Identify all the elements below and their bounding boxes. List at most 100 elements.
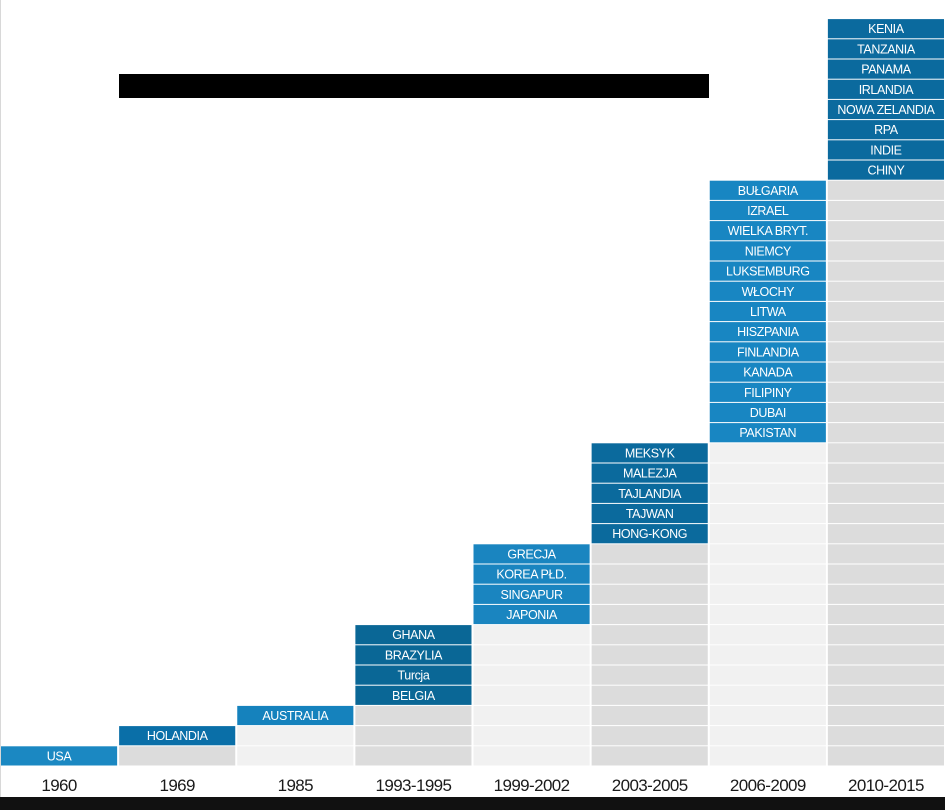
- fill-cell: [591, 645, 708, 665]
- fill-cell: [709, 443, 826, 463]
- fill-cell: [827, 423, 944, 443]
- country-cell: IZRAEL: [709, 200, 826, 221]
- country-cell: USA: [1, 746, 118, 766]
- country-cell-box: [709, 301, 826, 322]
- country-cell-box: [827, 19, 944, 39]
- country-cell: BUŁGARIA: [709, 180, 826, 200]
- fill-cell: [827, 180, 944, 200]
- fill-cell: [709, 645, 826, 665]
- country-label: LUKSEMBURG: [726, 265, 810, 279]
- country-cell-box: [827, 39, 944, 59]
- country-cell-box: [827, 59, 944, 79]
- fill-cell: [355, 705, 472, 726]
- country-cell: BRAZYLIA: [355, 645, 472, 665]
- country-cell: SINGAPUR: [473, 584, 590, 604]
- country-cell: FINLANDIA: [709, 342, 826, 362]
- country-label: IRLANDIA: [859, 83, 915, 97]
- country-label: PANAMA: [861, 63, 912, 77]
- fill-cell: [709, 503, 826, 524]
- country-cell-box: [827, 79, 944, 99]
- country-cell: GHANA: [355, 625, 472, 645]
- country-cell-box: [473, 604, 590, 625]
- country-cell-box: [355, 685, 472, 705]
- fill-cell: [709, 625, 826, 645]
- country-label: MEKSYK: [625, 446, 676, 460]
- fill-cell: [827, 322, 944, 342]
- country-cell: INDIE: [827, 140, 944, 160]
- country-label: BUŁGARIA: [738, 184, 799, 198]
- fill-cell: [827, 342, 944, 362]
- country-label: PAKISTAN: [739, 426, 796, 440]
- country-cell: LITWA: [709, 301, 826, 322]
- fill-cell: [591, 564, 708, 584]
- country-label: AUSTRALIA: [262, 709, 329, 723]
- fill-cell: [237, 746, 354, 766]
- country-cell: NOWA ZELANDIA: [827, 99, 944, 120]
- country-cell: HOLANDIA: [119, 726, 236, 746]
- country-cell: TAJWAN: [591, 503, 708, 524]
- fill-cell: [827, 726, 944, 746]
- x-tick-label: 1985: [278, 776, 314, 795]
- country-label: KOREA PŁD.: [496, 568, 566, 582]
- country-cell: BELGIA: [355, 685, 472, 705]
- country-cell: IRLANDIA: [827, 79, 944, 99]
- country-label: NOWA ZELANDIA: [837, 103, 935, 117]
- fill-cell: [709, 483, 826, 503]
- fill-cell: [827, 524, 944, 544]
- fill-cell: [591, 726, 708, 746]
- fill-cell: [119, 746, 236, 766]
- country-cell: KANADA: [709, 362, 826, 382]
- fill-cell: [827, 604, 944, 625]
- country-label: INDIE: [870, 143, 901, 157]
- country-label: JAPONIA: [506, 608, 558, 622]
- fill-cell: [473, 665, 590, 685]
- country-label: USA: [47, 749, 73, 763]
- x-axis-line: [0, 797, 945, 810]
- country-cell-box: [827, 140, 944, 160]
- country-cell: KENIA: [827, 19, 944, 39]
- fill-cell: [709, 705, 826, 726]
- country-label: DUBAI: [750, 406, 786, 420]
- cumulative-fills: [119, 180, 944, 766]
- country-cell-box: [827, 160, 944, 180]
- fill-cell: [827, 362, 944, 382]
- country-label: RPA: [874, 123, 899, 137]
- country-cell: HISZPANIA: [709, 322, 826, 342]
- fill-cell: [591, 604, 708, 625]
- country-cell-box: [709, 281, 826, 301]
- country-label: TANZANIA: [857, 42, 916, 56]
- fill-cell: [591, 746, 708, 766]
- country-label: IZRAEL: [747, 204, 789, 218]
- fill-cell: [355, 746, 472, 766]
- country-cell-box: [709, 322, 826, 342]
- fill-cell: [827, 402, 944, 423]
- country-cell-box: [237, 705, 354, 726]
- country-label: BELGIA: [392, 689, 436, 703]
- country-label: LITWA: [750, 305, 787, 319]
- fill-cell: [827, 503, 944, 524]
- country-cell: HONG-KONG: [591, 524, 708, 544]
- country-cell: PAKISTAN: [709, 423, 826, 443]
- fill-cell: [473, 685, 590, 705]
- country-cell-box: [591, 463, 708, 483]
- country-cell: LUKSEMBURG: [709, 261, 826, 281]
- country-label: Turcja: [398, 669, 430, 683]
- country-cell-box: [827, 99, 944, 120]
- country-cell-box: [827, 120, 944, 140]
- country-cell-box: [1, 746, 118, 766]
- fill-cell: [473, 746, 590, 766]
- fill-cell: [827, 241, 944, 261]
- country-cells: USA HOLANDIA AUSTRALIA BELGIA Turcja BRAZYLIA…: [1, 19, 944, 766]
- x-tick-label: 1999-2002: [494, 776, 570, 795]
- country-cell: RPA: [827, 120, 944, 140]
- fill-cell: [827, 221, 944, 241]
- country-cell: PANAMA: [827, 59, 944, 79]
- country-cell-box: [709, 362, 826, 382]
- fill-cell: [827, 382, 944, 402]
- fill-cell: [591, 705, 708, 726]
- fill-cell: [827, 705, 944, 726]
- fill-cell: [355, 726, 472, 746]
- country-label: CHINY: [867, 164, 905, 178]
- fill-cell: [591, 685, 708, 705]
- country-label: HONG-KONG: [612, 527, 687, 541]
